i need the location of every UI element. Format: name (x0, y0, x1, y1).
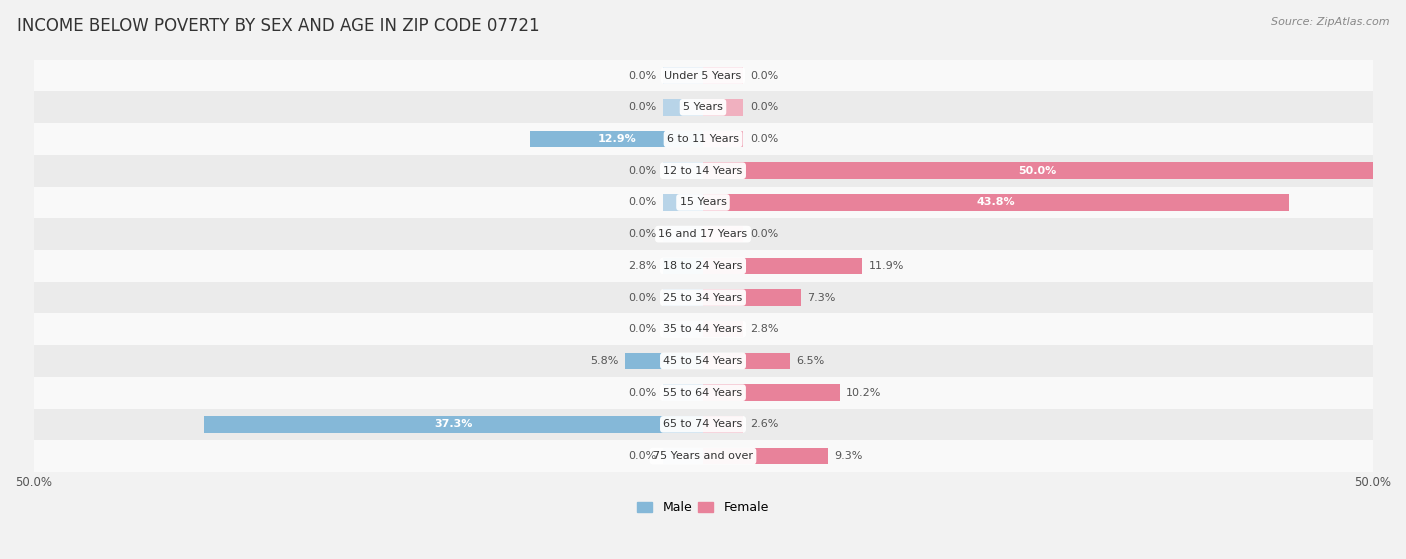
Bar (530, 131, 703, 147)
Bar (662, 258, 703, 274)
Text: 43.8%: 43.8% (977, 197, 1015, 207)
Bar (703, 448, 828, 465)
Text: 0.0%: 0.0% (749, 229, 778, 239)
Legend: Male, Female: Male, Female (633, 496, 773, 519)
Text: 6.5%: 6.5% (797, 356, 825, 366)
Text: 75 Years and over: 75 Years and over (652, 451, 754, 461)
Bar (662, 321, 703, 338)
Bar (662, 163, 703, 179)
Bar (626, 353, 703, 369)
Text: 65 to 74 Years: 65 to 74 Years (664, 419, 742, 429)
Text: 5.8%: 5.8% (591, 356, 619, 366)
Text: 2.8%: 2.8% (749, 324, 779, 334)
Text: Under 5 Years: Under 5 Years (665, 70, 741, 80)
Text: 10.2%: 10.2% (846, 387, 882, 397)
Bar (703, 416, 744, 433)
Bar (662, 385, 703, 401)
Bar (34, 314, 1372, 345)
Text: 2.6%: 2.6% (749, 419, 779, 429)
Text: 0.0%: 0.0% (749, 102, 778, 112)
Bar (703, 99, 744, 116)
Text: 0.0%: 0.0% (628, 102, 657, 112)
Text: 12 to 14 Years: 12 to 14 Years (664, 165, 742, 176)
Text: 0.0%: 0.0% (749, 134, 778, 144)
Bar (662, 448, 703, 465)
Bar (703, 321, 744, 338)
Text: Source: ZipAtlas.com: Source: ZipAtlas.com (1271, 17, 1389, 27)
Text: 2.8%: 2.8% (627, 261, 657, 271)
Text: 0.0%: 0.0% (628, 387, 657, 397)
Text: 7.3%: 7.3% (807, 292, 835, 302)
Text: 5 Years: 5 Years (683, 102, 723, 112)
Bar (703, 258, 862, 274)
Text: 45 to 54 Years: 45 to 54 Years (664, 356, 742, 366)
Bar (34, 92, 1372, 123)
Bar (703, 131, 744, 147)
Text: 37.3%: 37.3% (434, 419, 472, 429)
Text: 35 to 44 Years: 35 to 44 Years (664, 324, 742, 334)
Bar (703, 226, 744, 243)
Text: 18 to 24 Years: 18 to 24 Years (664, 261, 742, 271)
Bar (703, 163, 1372, 179)
Text: 25 to 34 Years: 25 to 34 Years (664, 292, 742, 302)
Bar (703, 385, 839, 401)
Text: 12.9%: 12.9% (598, 134, 636, 144)
Bar (34, 60, 1372, 92)
Text: 11.9%: 11.9% (869, 261, 904, 271)
Bar (34, 440, 1372, 472)
Bar (662, 67, 703, 84)
Bar (204, 416, 703, 433)
Text: 0.0%: 0.0% (749, 70, 778, 80)
Text: 55 to 64 Years: 55 to 64 Years (664, 387, 742, 397)
Text: 9.3%: 9.3% (834, 451, 863, 461)
Text: 0.0%: 0.0% (628, 451, 657, 461)
Bar (703, 353, 790, 369)
Text: 16 and 17 Years: 16 and 17 Years (658, 229, 748, 239)
Bar (34, 250, 1372, 282)
Bar (34, 282, 1372, 314)
Bar (34, 377, 1372, 409)
Bar (34, 187, 1372, 218)
Text: 0.0%: 0.0% (628, 229, 657, 239)
Text: 0.0%: 0.0% (628, 197, 657, 207)
Bar (34, 409, 1372, 440)
Bar (662, 194, 703, 211)
Bar (703, 194, 1289, 211)
Text: 6 to 11 Years: 6 to 11 Years (666, 134, 740, 144)
Text: INCOME BELOW POVERTY BY SEX AND AGE IN ZIP CODE 07721: INCOME BELOW POVERTY BY SEX AND AGE IN Z… (17, 17, 540, 35)
Text: 50.0%: 50.0% (1018, 165, 1057, 176)
Bar (703, 67, 744, 84)
Bar (34, 123, 1372, 155)
Bar (34, 218, 1372, 250)
Bar (34, 155, 1372, 187)
Text: 0.0%: 0.0% (628, 70, 657, 80)
Bar (662, 290, 703, 306)
Text: 0.0%: 0.0% (628, 292, 657, 302)
Bar (34, 345, 1372, 377)
Text: 15 Years: 15 Years (679, 197, 727, 207)
Bar (662, 99, 703, 116)
Bar (662, 226, 703, 243)
Text: 0.0%: 0.0% (628, 165, 657, 176)
Text: 0.0%: 0.0% (628, 324, 657, 334)
Bar (703, 290, 801, 306)
